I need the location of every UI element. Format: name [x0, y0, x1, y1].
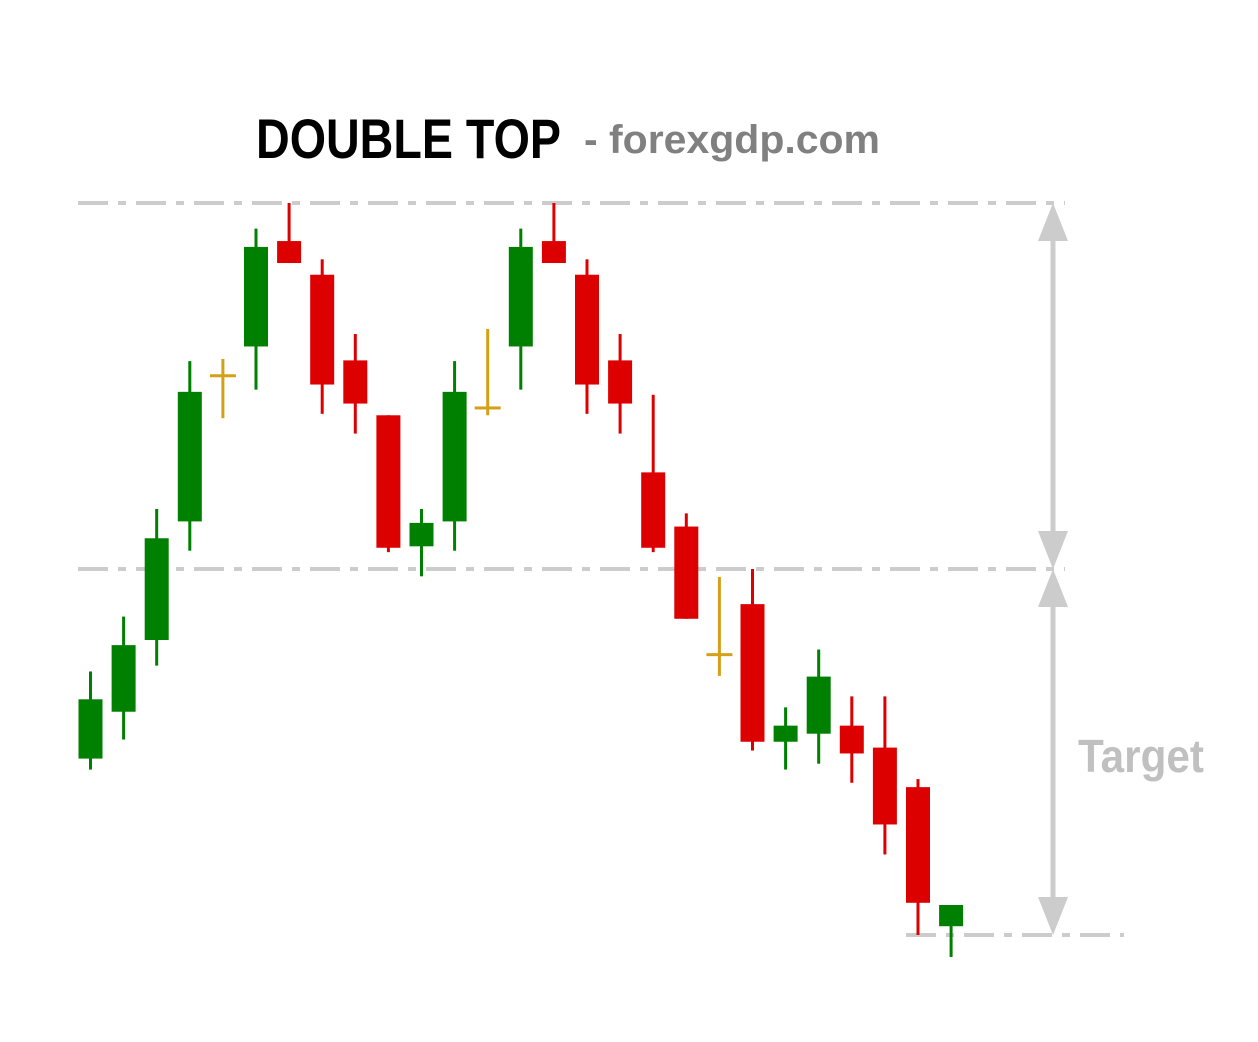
- target-label: Target: [1078, 730, 1204, 782]
- chart-title: DOUBLE TOP: [256, 107, 561, 170]
- candle-7: [277, 203, 302, 264]
- candle-body: [773, 725, 798, 742]
- candle-13: [474, 328, 501, 416]
- candle-17: [608, 334, 633, 434]
- candle-wick: [221, 358, 225, 419]
- candle-wick: [287, 203, 291, 264]
- target-distance-arrow: [1038, 569, 1068, 935]
- pattern-height-arrow-head-up: [1038, 203, 1068, 241]
- candle-23: [806, 649, 831, 764]
- candle-10: [376, 415, 401, 553]
- candle-body: [177, 391, 202, 522]
- candle-16: [575, 259, 599, 414]
- candle-19: [674, 513, 699, 619]
- candle-body: [310, 274, 335, 385]
- target-distance-arrow-head-up: [1038, 569, 1068, 607]
- candle-body: [244, 246, 268, 347]
- candle-11: [409, 508, 434, 577]
- candle-26: [906, 779, 930, 935]
- candle-body: [674, 526, 699, 619]
- candle-14: [508, 228, 533, 390]
- candle-doji-bar: [474, 406, 501, 410]
- chart-subtitle: - forexgdp.com: [584, 118, 880, 162]
- candle-body: [906, 787, 930, 903]
- candle-3: [144, 508, 169, 666]
- candle-body: [409, 522, 434, 547]
- pattern-height-arrow-head-down: [1038, 531, 1068, 569]
- candle-body: [608, 360, 633, 404]
- candle-body: [641, 472, 666, 548]
- guide-lines: [78, 201, 1124, 937]
- candle-6: [244, 228, 268, 390]
- candle-21: [740, 569, 765, 751]
- pattern-height-arrow: [1038, 203, 1068, 569]
- candle-body: [541, 241, 566, 264]
- candle-12: [442, 361, 467, 551]
- candlestick-series: [78, 203, 964, 957]
- candle-22: [773, 707, 798, 770]
- candle-24: [839, 696, 864, 783]
- candle-doji-bar: [209, 374, 236, 378]
- candle-27: [939, 904, 964, 957]
- candle-20: [706, 577, 733, 676]
- candle-8: [310, 259, 335, 414]
- candle-body: [839, 725, 864, 754]
- candle-wick: [717, 577, 721, 676]
- candle-wick: [552, 203, 556, 264]
- candle-body: [78, 699, 103, 759]
- candle-wick: [949, 904, 953, 957]
- candle-body: [111, 645, 136, 712]
- candle-25: [872, 696, 897, 855]
- candle-body: [740, 604, 765, 742]
- candle-body: [144, 538, 169, 641]
- measure-arrows: [1038, 203, 1068, 935]
- candle-body: [442, 391, 467, 522]
- candle-body: [508, 246, 533, 347]
- candle-9: [343, 334, 368, 434]
- candle-18: [641, 394, 666, 553]
- candle-15: [541, 203, 566, 264]
- candle-body: [806, 676, 831, 734]
- candle-body: [872, 747, 897, 825]
- candle-4: [177, 361, 202, 551]
- candle-body: [575, 274, 599, 385]
- candle-body: [343, 360, 368, 404]
- candle-body: [277, 241, 302, 264]
- candle-doji-bar: [706, 653, 733, 657]
- candle-wick: [486, 328, 490, 416]
- candle-body: [939, 904, 964, 927]
- candle-2: [111, 616, 136, 740]
- candle-1: [78, 671, 103, 770]
- target-distance-arrow-head-down: [1038, 897, 1068, 935]
- candle-5: [209, 358, 236, 419]
- candle-body: [376, 415, 401, 548]
